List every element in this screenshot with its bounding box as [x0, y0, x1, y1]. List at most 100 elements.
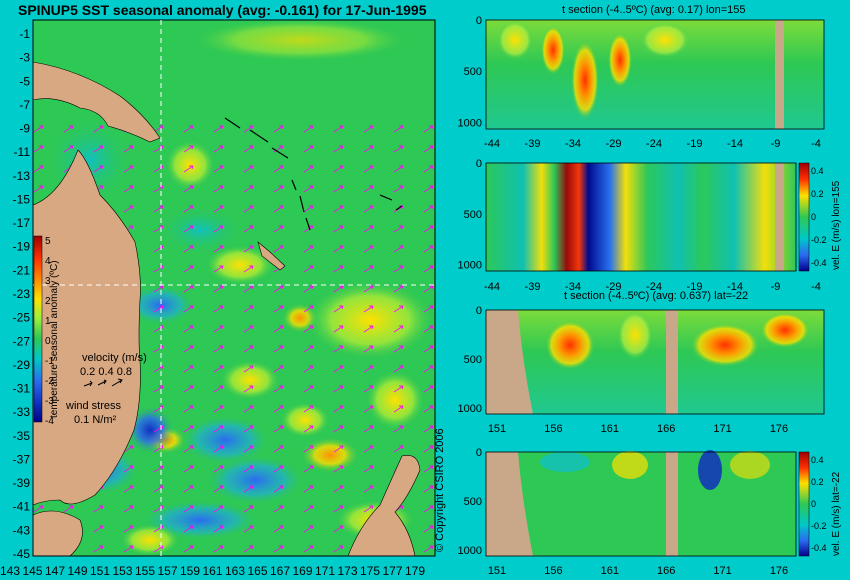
new-guinea-land: [33, 61, 161, 143]
colorbar-tick-label: -3: [45, 396, 54, 407]
section-x-tick-label: 166: [657, 423, 675, 435]
vel-colorbar-tick-label: -0.2: [811, 521, 827, 531]
depth-tick-label: 500: [464, 354, 482, 366]
map-svg: 5 4 3 2 1 0 -1 -2 -3 -4 -1 -3 -5 -7 -9 -11 -13 -15 -17 -19…: [0, 19, 436, 578]
new-caledonia-land: [257, 241, 286, 271]
lat-tick-label: -35: [13, 429, 31, 443]
section-x-tick-label: -34: [565, 281, 581, 293]
vel-colorbar-tick-label: -0.4: [811, 543, 827, 553]
lon-tick-label: 161: [203, 564, 223, 578]
panel3-frame: [485, 309, 825, 415]
panel1-warm-patch: [608, 32, 632, 88]
panel1-frame: [485, 19, 825, 130]
panel2-plot: [486, 163, 796, 271]
panel3-warm-patch: [545, 320, 595, 370]
lat-tick-label: -17: [13, 216, 31, 230]
panel2-colorbar: [798, 162, 810, 272]
panel2-land: [775, 163, 784, 271]
depth-tick-label: 500: [464, 209, 482, 221]
vel-colorbar-tick-label: 0: [811, 499, 816, 509]
colorbar-tick-label: 1: [45, 316, 51, 327]
lat-tick-label: -29: [13, 358, 31, 372]
section-x-tick-label: 156: [544, 565, 562, 577]
panel1-warm-patch: [640, 22, 690, 58]
panel2-colorbar-label: vel. E (m/s) lon=155: [831, 180, 842, 270]
colorbar-ticks: 5 4 3 2 1 0 -1 -2 -3 -4: [45, 236, 54, 427]
section-x-tick-label: 151: [488, 423, 506, 435]
vel-colorbar-tick-label: 0: [811, 212, 816, 222]
section-x-tick-label: -44: [484, 281, 500, 293]
map-title: SPINUP5 SST seasonal anomaly (avg: -0.16…: [18, 2, 427, 18]
lat-tick-label: -37: [13, 452, 31, 466]
section-x-tick-label: -14: [727, 281, 743, 293]
panel4-core: [612, 451, 648, 479]
panel3-warm-patch: [617, 310, 653, 360]
depth-tick-label: 1000: [458, 403, 482, 415]
lon-tick-label: 159: [180, 564, 200, 578]
lon-tick-label: 169: [293, 564, 313, 578]
colorbar-tick-label: 4: [45, 256, 51, 267]
section-x-tick-label: -24: [646, 138, 662, 150]
lat-tick-label: -15: [13, 192, 31, 206]
lon-ticks: 143 145 147 149 151 153 155 157 159 161 163 165 167 1…: [0, 564, 425, 578]
panel4-land: [486, 452, 533, 556]
new-zealand-land: [347, 455, 421, 556]
anomaly-patch: [190, 20, 410, 62]
panel3-warm-patch: [760, 312, 810, 348]
lat-tick-label: -7: [19, 98, 30, 112]
panel3-land-gap: [666, 310, 678, 414]
lat-tick-label: -43: [13, 523, 31, 537]
lat-tick-label: -41: [13, 500, 31, 514]
vel-colorbar-tick-label: 0.2: [811, 189, 824, 199]
tasmania-land: [33, 510, 83, 556]
vel-colorbar-tick-label: 0.4: [811, 455, 824, 465]
lon-tick-label: 149: [68, 564, 88, 578]
australia-land: [33, 149, 141, 506]
vanuatu-land: [291, 179, 311, 231]
lat-tick-label: -3: [19, 51, 30, 65]
velocity-legend-label: velocity (m/s): [82, 352, 147, 364]
solomon-islands-land: [224, 117, 289, 159]
wind-stress-label: wind stress: [66, 400, 122, 412]
lon-tick-label: 175: [360, 564, 380, 578]
section-x-tick-label: -29: [606, 281, 622, 293]
panel1-land: [775, 20, 784, 129]
vel-colorbar-tick-label: -0.2: [811, 235, 827, 245]
lat-ticks: -1 -3 -5 -7 -9 -11 -13 -15 -17 -19 -21 -23 -25 -27 -29…: [13, 27, 31, 561]
lon-tick-label: 173: [338, 564, 358, 578]
lon-tick-label: 147: [45, 564, 65, 578]
lat-tick-label: -27: [13, 334, 31, 348]
colorbar-tick-label: -4: [45, 416, 54, 427]
depth-tick-label: 1000: [458, 545, 482, 557]
section-x-tick-label: -34: [565, 138, 581, 150]
section-x-tick-label: 176: [770, 423, 788, 435]
vel-colorbar-tick-label: 0.4: [811, 166, 824, 176]
colorbar-tick-label: -1: [45, 356, 54, 367]
panel4-frame: [485, 451, 797, 557]
section-x-tick-label: -29: [606, 138, 622, 150]
colorbar-tick-label: -2: [45, 376, 54, 387]
lon-tick-label: 179: [405, 564, 425, 578]
vel-colorbar-tick-label: 0.2: [811, 477, 824, 487]
colorbar-tick-label: 3: [45, 276, 51, 287]
anomaly-colorbar: [33, 235, 43, 423]
map-frame: [32, 19, 436, 557]
lat-tick-label: -5: [19, 74, 30, 88]
lon-tick-label: 145: [23, 564, 43, 578]
section-x-tick-label: -24: [646, 281, 662, 293]
section-x-tick-label: 166: [657, 565, 675, 577]
section-x-tick-label: -39: [525, 281, 541, 293]
depth-tick-label: 0: [476, 305, 482, 317]
lat-tick-label: -39: [13, 476, 31, 490]
panel1-warm-patch: [497, 20, 533, 60]
panel3-warm-patch: [690, 323, 760, 367]
velocity-legend-scale: 0.2 0.4 0.8: [80, 366, 132, 378]
depth-tick-label: 0: [476, 15, 482, 27]
lon-tick-label: 165: [248, 564, 268, 578]
section-x-tick-label: -19: [687, 138, 703, 150]
section-x-tick-label: 171: [713, 565, 731, 577]
panel3-title: t section (-4..5ºC) (avg: 0.637) lat=-22: [564, 290, 749, 302]
section-x-tick-label: 161: [601, 423, 619, 435]
